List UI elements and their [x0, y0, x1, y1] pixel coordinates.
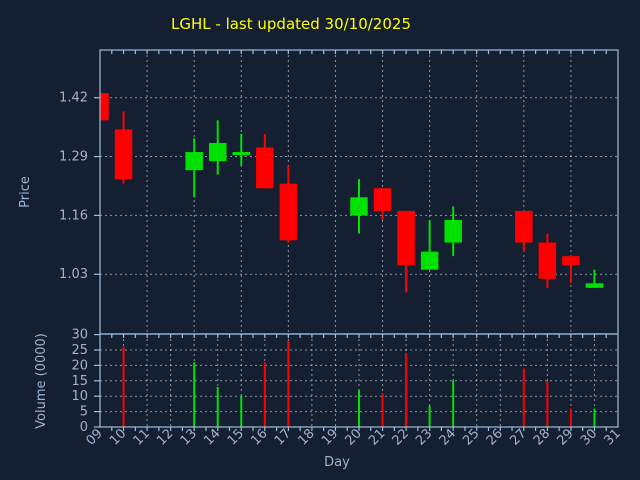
day-tick-label: 22 [390, 426, 412, 448]
price-tick-label: 1.03 [59, 267, 88, 282]
candle-day-28 [538, 233, 557, 288]
day-tick-label: 24 [437, 426, 459, 448]
candle-day-29 [562, 256, 580, 284]
day-tick-label: 12 [154, 426, 176, 448]
volume-bar-day-14 [216, 386, 219, 427]
day-tick-label: 27 [507, 426, 529, 448]
volume-bar-day-10 [122, 346, 125, 427]
volume-bar-day-28 [546, 380, 549, 427]
day-tick-label: 21 [366, 426, 388, 448]
day-tick-label: 20 [343, 426, 365, 448]
day-tick-label: 28 [531, 426, 553, 448]
day-tick-label: 16 [248, 426, 270, 448]
volume-tick-label: 25 [71, 343, 88, 358]
volume-bars [122, 340, 596, 427]
volume-tick-label: 10 [71, 389, 88, 404]
volume-bar-day-13 [193, 362, 196, 427]
volume-bar-day-22 [405, 353, 408, 427]
volume-tick-label: 20 [71, 358, 88, 373]
day-tick-label: 25 [460, 426, 482, 448]
tick-marks [94, 50, 607, 431]
day-tick-label: 11 [131, 426, 153, 448]
candle-day-21 [373, 188, 392, 220]
day-axis-label: Day [324, 455, 350, 470]
volume-tick-label: 30 [71, 328, 88, 343]
day-tick-label: 29 [554, 426, 576, 448]
candle-day-24 [444, 206, 462, 257]
day-tick-label: 23 [413, 426, 435, 448]
volume-bar-day-20 [358, 390, 360, 427]
day-tick-label: 19 [319, 426, 341, 448]
volume-tick-label: 15 [71, 374, 88, 389]
day-tick-label: 10 [107, 426, 129, 448]
day-tick-label: 30 [578, 426, 600, 448]
price-axis-label: Price [18, 176, 33, 208]
candle-day-14 [208, 120, 227, 175]
volume-tick-label: 5 [80, 405, 88, 420]
candle-day-16 [256, 133, 274, 189]
volume-bar-day-30 [593, 408, 596, 427]
price-tick-label: 1.29 [59, 150, 88, 165]
volume-bar-day-21 [381, 393, 384, 427]
day-tick-label: 17 [272, 426, 294, 448]
candle-day-20 [350, 179, 368, 234]
volume-axis-label: Volume (0000) [34, 333, 49, 429]
chart-title: LGHL - last updated 30/10/2025 [171, 15, 411, 33]
volume-tick-label: 0 [80, 420, 88, 435]
candles [100, 93, 604, 293]
volume-bar-day-29 [569, 408, 572, 427]
candle-day-22 [397, 210, 415, 293]
price-tick-label: 1.16 [59, 208, 88, 223]
candle-day-15 [232, 133, 251, 166]
volume-bar-day-16 [263, 362, 266, 427]
volume-bar-day-24 [452, 380, 455, 427]
day-tick-label: 15 [225, 426, 247, 448]
volume-bar-day-27 [522, 368, 525, 427]
day-tick-label: 26 [484, 426, 506, 448]
gridlines [100, 50, 618, 427]
volume-bar-day-23 [428, 405, 431, 427]
candle-day-13 [185, 138, 203, 198]
day-tick-label: 14 [201, 426, 223, 448]
candle-day-10 [114, 111, 133, 184]
volume-bar-day-15 [240, 396, 243, 427]
candle-day-23 [420, 219, 439, 270]
candle-day-27 [515, 210, 533, 252]
price-tick-label: 1.42 [59, 91, 88, 106]
volume-bar-day-17 [287, 340, 290, 427]
day-tick-label: 18 [295, 426, 317, 448]
day-tick-label: 31 [602, 426, 624, 448]
candle-day-30 [585, 269, 604, 288]
day-tick-label: 13 [178, 426, 200, 448]
candle-day-17 [279, 165, 298, 243]
